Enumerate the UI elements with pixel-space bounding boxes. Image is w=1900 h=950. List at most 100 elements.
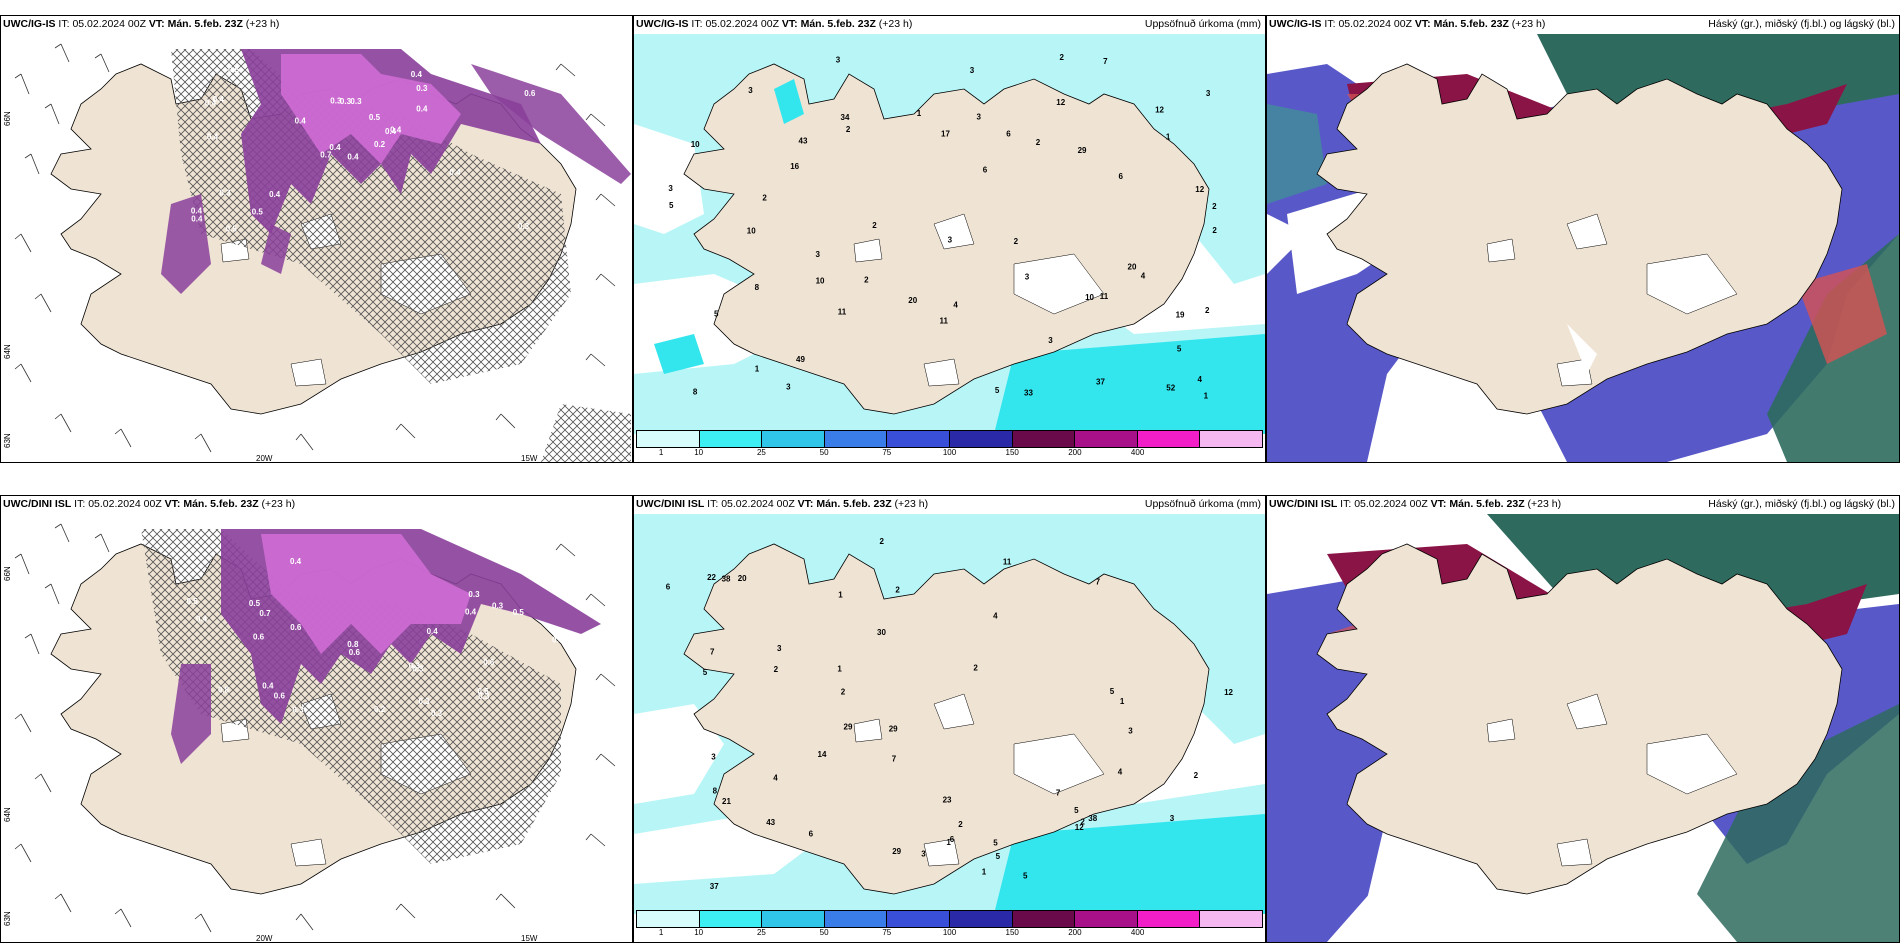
model-name: UWC/IG-IS xyxy=(1269,18,1322,30)
it-label: IT: xyxy=(1340,498,1352,510)
value-label: 20 xyxy=(908,296,917,305)
it-label: IT: xyxy=(691,18,703,30)
colorbar-cell xyxy=(949,911,1013,927)
value-label: 7 xyxy=(892,755,897,764)
value-label: 2 xyxy=(895,586,900,595)
it-label: IT: xyxy=(1324,18,1336,30)
value-label: 12 xyxy=(1224,688,1233,697)
value-label: 29 xyxy=(892,847,901,856)
value-label: 2 xyxy=(1080,817,1085,826)
value-label: 2 xyxy=(1060,53,1065,62)
value-label: 0.4 xyxy=(416,105,428,114)
value-label: 3 xyxy=(1048,336,1053,345)
value-label: 11 xyxy=(1003,558,1012,567)
value-label: 10 xyxy=(1085,293,1094,302)
value-label: 0.3 xyxy=(330,97,342,106)
value-label: 0.4 xyxy=(262,681,274,690)
value-label: 7 xyxy=(1103,57,1108,66)
value-label: 11 xyxy=(940,316,949,325)
value-label: 0.7 xyxy=(320,151,332,160)
value-label: 5 xyxy=(703,668,708,677)
value-label: 0.4 xyxy=(329,143,341,152)
value-label: 0.3 xyxy=(409,661,421,670)
value-label: 2 xyxy=(872,221,877,230)
colorbar-tick: 150 xyxy=(1005,928,1019,937)
model-name: UWC/DINI ISL xyxy=(636,498,705,510)
value-label: 0.5 xyxy=(506,544,518,553)
value-label: 0.4 xyxy=(196,614,208,623)
colorbar: 1 10 25 50 75 100 150 200 400 xyxy=(636,910,1263,937)
colorbar-cell xyxy=(1012,911,1076,927)
value-label: 38 xyxy=(1088,814,1097,823)
value-label: 0.5 xyxy=(252,207,264,216)
value-label: 0.3 xyxy=(518,222,530,231)
value-label: 0.3 xyxy=(419,697,431,706)
colorbar-tick: 50 xyxy=(819,928,829,937)
it-value: 05.02.2024 00Z xyxy=(705,18,779,30)
value-label: 2 xyxy=(973,664,978,673)
value-label: 3 xyxy=(1128,726,1133,735)
value-label: 0.4 xyxy=(411,70,423,79)
value-label: 5 xyxy=(995,386,1000,395)
value-label: 0.2 xyxy=(374,705,386,714)
colorbar-ticks: 1 10 25 50 75 100 150 200 400 xyxy=(636,448,1263,458)
value-label: 22 xyxy=(707,573,716,582)
value-label: 5 xyxy=(993,839,998,848)
value-label: 1 xyxy=(982,868,987,877)
value-label: 2 xyxy=(1205,306,1210,315)
value-label: 0.4 xyxy=(207,133,219,142)
panel-precip-dini: UWC/DINI ISL IT: 05.02.2024 00Z VT: Mán.… xyxy=(633,495,1266,943)
colorbar-tick: 400 xyxy=(1130,448,1145,457)
value-label: 0.4 xyxy=(385,127,397,136)
model-name: UWC/DINI ISL xyxy=(3,498,72,510)
icing-severity xyxy=(171,529,601,764)
value-label: 0.5 xyxy=(187,597,199,606)
value-label: 0.8 xyxy=(347,640,359,649)
panel-title: Uppsöfnuð úrkoma (mm) xyxy=(1144,498,1261,510)
colorbar-cell xyxy=(949,431,1013,447)
value-label: 0.4 xyxy=(290,557,302,566)
cloud-map xyxy=(1267,514,1899,942)
colorbar-cell xyxy=(762,911,825,927)
value-label: 10 xyxy=(691,140,700,149)
it-value: 05.02.2024 00Z xyxy=(1354,498,1428,510)
value-label: 11 xyxy=(1100,292,1109,301)
value-label: 0.3 xyxy=(350,97,362,106)
value-label: 12 xyxy=(1195,185,1204,194)
value-label: 4 xyxy=(773,774,778,783)
value-label: 3 xyxy=(1025,273,1030,282)
lead-time: (+23 h) xyxy=(894,498,929,510)
lon-label-20w: 20W xyxy=(256,934,273,943)
value-label: 2 xyxy=(774,665,779,674)
precip-values: 2922612216353433575522120322561111122742… xyxy=(666,537,1234,891)
it-value: 05.02.2024 00Z xyxy=(721,498,795,510)
vt-label: VT: xyxy=(148,18,165,30)
value-label: 0.4 xyxy=(295,117,307,126)
vt-value: Mán. 5.feb. 23Z xyxy=(1433,18,1509,30)
value-label: 33 xyxy=(1024,388,1033,397)
value-label: 2 xyxy=(1194,771,1199,780)
colorbar-cell xyxy=(887,431,950,447)
panel-clouds-dini: UWC/DINI ISL IT: 05.02.2024 00Z VT: Mán.… xyxy=(1266,495,1900,943)
lead-time: (+23 h) xyxy=(1527,498,1562,510)
value-label: 14 xyxy=(818,750,827,759)
value-label: 29 xyxy=(889,725,898,734)
panel-header: UWC/IG-IS IT: 05.02.2024 00Z VT: Mán. 5.… xyxy=(636,18,1261,34)
value-label: 0.3 xyxy=(468,590,480,599)
panel-title: Háský (gr.), miðský (fj.bl.) og lágský (… xyxy=(1708,18,1895,30)
value-label: 29 xyxy=(844,722,853,731)
value-label: 0.3 xyxy=(412,665,424,674)
colorbar-tick: 200 xyxy=(1068,928,1082,937)
panel-icing-dini: UWC/DINI ISL IT: 05.02.2024 00Z VT: Mán.… xyxy=(0,495,633,943)
colorbar-tick: 1 xyxy=(658,448,664,457)
value-label: 20 xyxy=(1128,263,1137,272)
value-label: 6 xyxy=(950,835,955,844)
it-value: 05.02.2024 00Z xyxy=(72,18,146,30)
vt-label: VT: xyxy=(164,498,181,510)
value-label: 37 xyxy=(1096,377,1105,386)
value-label: 4 xyxy=(993,611,998,620)
value-label: 7 xyxy=(1056,788,1061,797)
value-label: 2 xyxy=(1212,202,1217,211)
model-name: UWC/IG-IS xyxy=(636,18,689,30)
value-label: 0.6 xyxy=(524,89,536,98)
